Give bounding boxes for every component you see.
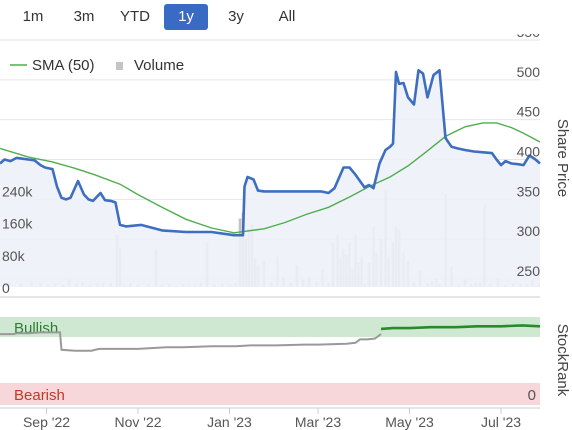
bearish-band (0, 383, 540, 405)
x-axis-ticks: Sep '22 Nov '22 Jan '23 Mar '23 May '23 Jul '… (23, 408, 521, 430)
chart-legend: SMA (50) Volume (10, 57, 184, 74)
price-tick-label: 250 (517, 263, 541, 279)
x-tick-label: Mar '23 (295, 414, 341, 430)
x-tick-label: Nov '22 (114, 414, 161, 430)
range-tabs: 1m 3m YTD 1y 3y All (0, 0, 330, 34)
bullish-band (0, 317, 540, 337)
bullish-label: Bullish (14, 320, 58, 337)
tab-3y[interactable]: 3y (228, 8, 244, 25)
tab-all[interactable]: All (278, 8, 296, 25)
share-price-axis-title: Share Price (554, 119, 571, 197)
price-area (0, 70, 540, 287)
price-tick-label: 450 (517, 104, 541, 120)
tab-ytd[interactable]: YTD (120, 8, 150, 25)
volume-tick-label: 240k (2, 183, 33, 199)
bearish-label: Bearish (14, 387, 65, 404)
x-tick-label: Sep '22 (23, 414, 70, 430)
price-axis-ticks: 250 300 350 400 450 500 550 (517, 34, 541, 279)
sma-legend-label: SMA (50) (32, 57, 95, 74)
sma-50-line (0, 122, 541, 234)
x-tick-label: Jul '23 (481, 414, 521, 430)
price-tick-label: 350 (517, 183, 541, 199)
volume-axis-ticks: 0 80k 160k 240k (2, 183, 33, 296)
volume-legend-swatch (116, 62, 123, 70)
x-tick-label: Jan '23 (207, 414, 252, 430)
stockrank-line (0, 331, 382, 352)
stockrank-axis-title: StockRank (554, 324, 571, 397)
price-tick-label: 300 (517, 223, 541, 239)
volume-legend-label: Volume (134, 57, 184, 74)
x-tick-label: May '23 (385, 414, 434, 430)
tab-1m[interactable]: 1m (22, 8, 44, 25)
volume-tick-label: 160k (2, 216, 33, 232)
stockrank-bullish-line (380, 324, 541, 331)
tab-3m[interactable]: 3m (73, 8, 95, 25)
tab-1y[interactable]: 1y (164, 4, 208, 30)
price-tick-label: 500 (517, 64, 541, 80)
share-price-line (0, 69, 541, 237)
price-chart: 250 300 350 400 450 500 550 0 80k 160k 240k SMA (… (0, 34, 571, 430)
volume-tick-label: 80k (2, 248, 26, 264)
stockrank-zero-tick: 0 (528, 387, 536, 404)
price-tick-label: 550 (517, 34, 541, 40)
price-tick-label: 400 (517, 144, 541, 160)
volume-tick-label: 0 (2, 280, 10, 296)
